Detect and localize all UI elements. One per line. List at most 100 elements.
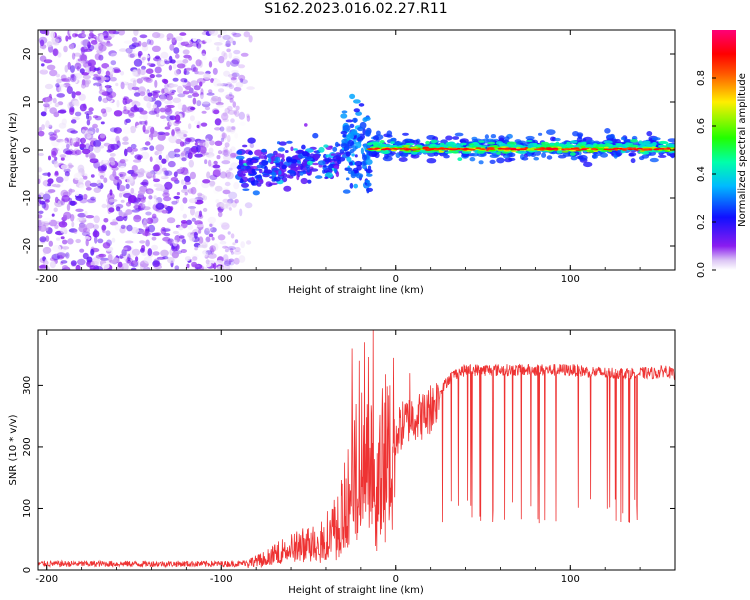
spectrogram-cell (125, 183, 130, 189)
spectrogram-cell (133, 168, 140, 174)
spectrogram-cell (300, 177, 308, 185)
spectrogram-cell (155, 55, 160, 60)
spectrogram-cell (61, 195, 70, 202)
spectrogram-cell (267, 157, 272, 163)
spectrogram-cell (231, 72, 240, 78)
spectrogram-cell (229, 248, 234, 253)
spectrogram-cell (116, 182, 120, 191)
spectrogram-cell (204, 227, 210, 236)
spectrogram-cell (65, 35, 69, 42)
spectrogram-cell (430, 148, 434, 151)
spectrogram-cell (71, 221, 75, 228)
spectrogram-cell (172, 63, 177, 70)
spectrogram-cell (256, 164, 264, 169)
spectrogram-cell (223, 70, 231, 77)
spectrogram-cell (590, 148, 597, 150)
spectrogram-cell (488, 148, 496, 150)
spectrogram-cell (103, 160, 108, 164)
spectrogram-cell (355, 141, 362, 149)
spectrogram-cell (386, 134, 393, 138)
spectrogram-cell (184, 181, 191, 185)
spectrogram-cell (92, 230, 100, 238)
spectrogram-cell (178, 226, 184, 231)
spectrogram-cell (390, 141, 395, 145)
spectrogram-cell (648, 148, 652, 151)
spectrogram-cell (357, 126, 364, 132)
spectrogram-cell (193, 85, 201, 91)
spectrogram-cell (160, 249, 169, 257)
spectrogram-cell (115, 216, 125, 222)
spectrogram-cell (470, 149, 476, 151)
spectrogram-cell (233, 49, 241, 55)
spectrogram-cell (105, 84, 110, 90)
spectrogram-cell (145, 188, 154, 195)
spectrogram-cell (143, 77, 152, 82)
spectrogram-cell (174, 69, 180, 76)
spectrogram-cell (570, 156, 578, 161)
spectrogram-cell (325, 154, 331, 158)
spectrogram-cell (355, 173, 364, 179)
spectrogram-cell (100, 108, 107, 114)
spectrogram-cell (148, 195, 153, 200)
spectrogram-cell (38, 166, 42, 173)
spectrogram-cell (225, 201, 232, 210)
spectrogram-cell (199, 94, 205, 101)
spectrogram-cell (240, 168, 248, 172)
spectrogram-cell (207, 253, 217, 259)
spectrogram-cell (324, 157, 331, 163)
spectrogram-cell (87, 198, 97, 203)
spectrogram-cell (182, 59, 189, 64)
spectrogram-cell (222, 111, 228, 117)
spectrogram-cell (194, 142, 198, 146)
spectrogram-cell (132, 53, 138, 57)
spectrogram-cell (160, 175, 169, 180)
spectrogram-cell (138, 189, 146, 195)
spectrogram-cell (209, 181, 215, 188)
spectrogram-cell (239, 178, 244, 184)
spectrogram-cell (77, 137, 81, 144)
spectrogram-cell (160, 51, 169, 59)
spectrogram-cell (246, 113, 250, 118)
colorbar-tick-label: 0.0 (696, 262, 707, 278)
spectrogram-cell (180, 179, 185, 185)
spectrogram-cell (175, 60, 184, 65)
spectrogram-cell (231, 230, 236, 234)
spectrogram-cell (65, 252, 70, 259)
spectrogram-cell (149, 39, 154, 46)
spectrogram-cell (525, 135, 535, 140)
spectrogram-cell (63, 175, 69, 182)
spectrogram-cell (58, 86, 63, 93)
spectrogram-cell (367, 165, 372, 171)
spectrogram-cell (216, 265, 224, 270)
spectrogram-cell (638, 140, 643, 145)
spectrogram-cell (345, 177, 350, 181)
spectrogram-cell (434, 144, 444, 148)
spectrogram-cell (347, 170, 355, 175)
spectrogram-cell (153, 164, 160, 172)
spectrogram-cell (38, 130, 45, 137)
spectrogram-cell (288, 165, 297, 169)
snr-x-ticks: -200 -100 0 100 (35, 330, 676, 585)
spectrogram-cell (131, 227, 139, 234)
spectrogram-cell (235, 155, 245, 160)
spectrogram-cell (200, 122, 208, 127)
spectrogram-cell (47, 189, 56, 193)
spectrogram-cell (356, 137, 362, 142)
spectrogram-cell (81, 33, 87, 38)
spectrogram-cell (112, 257, 120, 263)
spectrogram-cell (191, 217, 196, 222)
spectrogram-cell (70, 65, 75, 73)
spectrogram-cell (190, 80, 199, 87)
spectrogram-cell (192, 91, 198, 96)
spectrogram-cell (196, 43, 202, 49)
spectrogram-cell (561, 148, 565, 150)
spectrogram-cell (69, 74, 77, 83)
colorbar-tick-label: 0.6 (696, 118, 707, 134)
spectrogram-cell (105, 70, 111, 77)
spectrogram-cell (191, 41, 201, 47)
spectrogram-cell (101, 91, 111, 96)
spectrogram-cell (225, 94, 235, 100)
spectrogram-cell (93, 224, 99, 229)
spectrogram-cell (136, 124, 145, 130)
spectrogram-cell (236, 150, 243, 155)
